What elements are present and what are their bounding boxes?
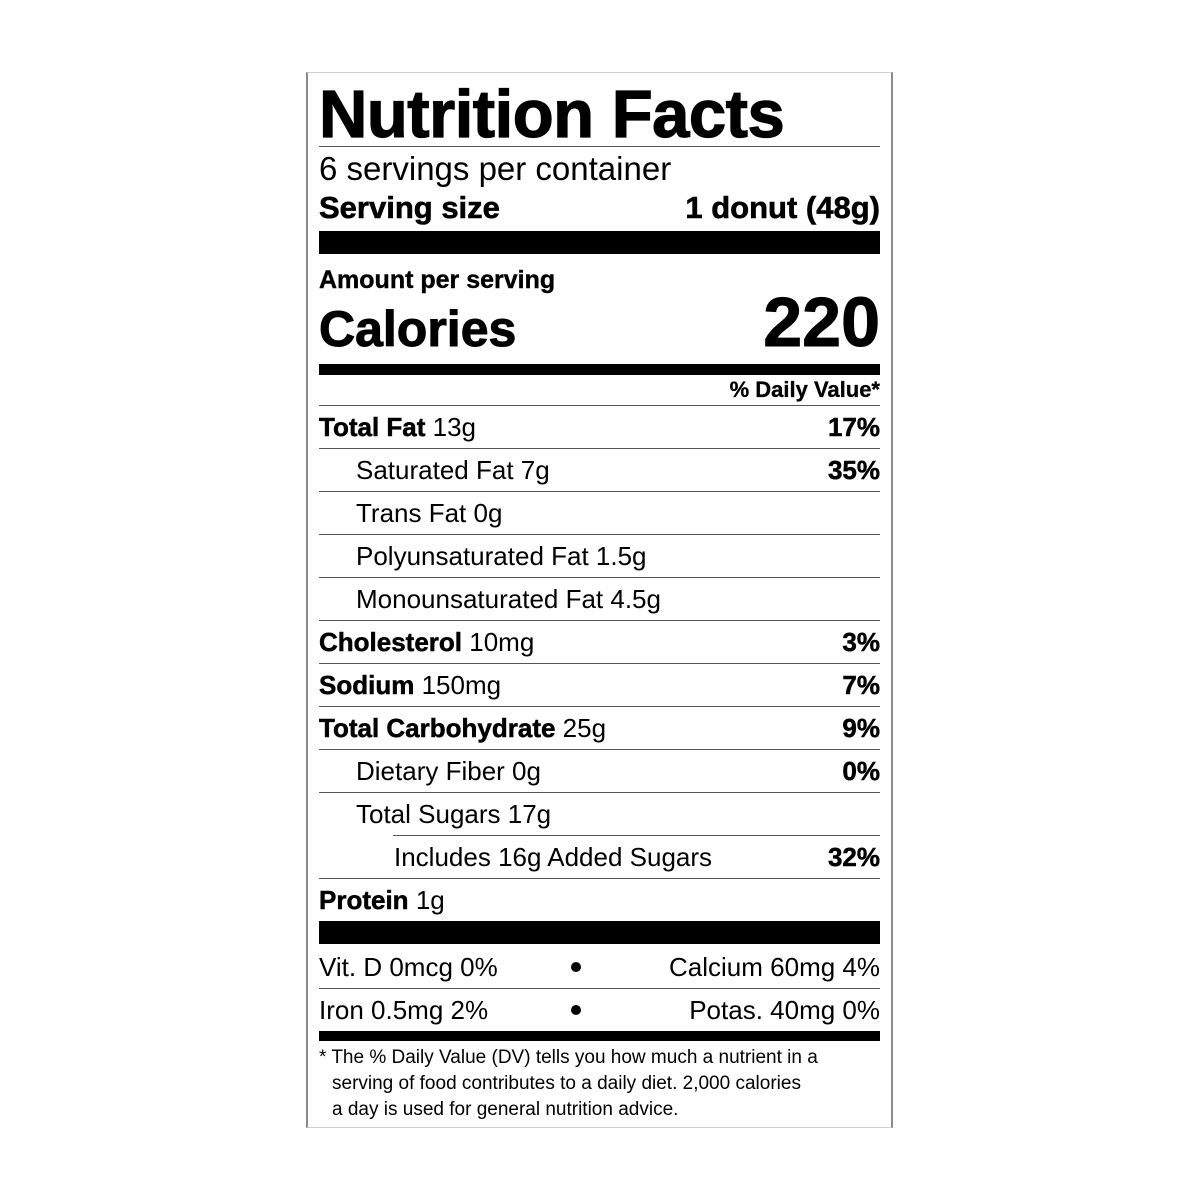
- vitamin-row: Iron 0.5mg 2% Potas. 40mg 0%: [319, 989, 880, 1031]
- nutrient-dv: 35%: [827, 454, 881, 485]
- nutrient-name: Saturated Fat 7g: [356, 454, 550, 485]
- nutrient-row-added-sugars: Includes 16g Added Sugars 32%: [393, 835, 880, 878]
- nutrient-name: Sodium: [319, 669, 415, 700]
- nutrient-row-saturated-fat: Saturated Fat 7g 35%: [319, 448, 880, 491]
- footnote-line: serving of food contributes to a daily d…: [332, 1073, 801, 1094]
- vitamin-row: Vit. D 0mcg 0% Calcium 60mg 4%: [319, 946, 880, 988]
- nutrient-row-total-fat: Total Fat 13g 17%: [319, 405, 880, 448]
- nutrient-amount: 10mg: [469, 626, 535, 657]
- nutrient-row-total-sugars: Total Sugars 17g: [319, 792, 880, 835]
- nutrient-name: Monounsaturated Fat 4.5g: [356, 583, 661, 614]
- nutrient-row-monounsaturated-fat: Monounsaturated Fat 4.5g: [319, 577, 880, 620]
- nutrient-dv: 9%: [842, 712, 880, 743]
- amount-per-serving: Amount per serving: [319, 266, 556, 294]
- nutrient-name: Dietary Fiber 0g: [356, 755, 541, 786]
- nutrient-dv: 7%: [842, 669, 880, 700]
- footnote-line: a day is used for general nutrition advi…: [332, 1099, 679, 1120]
- calories-value: 220: [763, 283, 881, 361]
- nutrient-row-polyunsaturated-fat: Polyunsaturated Fat 1.5g: [319, 534, 880, 577]
- nutrient-amount: 1g: [415, 884, 445, 915]
- medium-divider: [319, 364, 880, 375]
- calories-row: Calories 220: [318, 283, 881, 364]
- calories-label: Calories: [318, 301, 517, 358]
- nutrient-amount: 150mg: [421, 669, 502, 700]
- thick-divider: [319, 921, 880, 944]
- nutrient-name: Cholesterol: [319, 626, 463, 657]
- nutrient-name: Trans Fat 0g: [356, 497, 503, 528]
- nutrient-dv: 3%: [842, 626, 880, 657]
- servings-per-container: 6 servings per container: [319, 150, 672, 187]
- nutrient-dv: 32%: [827, 841, 881, 872]
- nutrient-row-total-carbohydrate: Total Carbohydrate 25g 9%: [319, 706, 880, 749]
- divider: [319, 146, 880, 147]
- nutrient-row-dietary-fiber: Dietary Fiber 0g 0%: [319, 749, 880, 792]
- nutrient-row-trans-fat: Trans Fat 0g: [319, 491, 880, 534]
- nutrient-row-sodium: Sodium 150mg 7%: [319, 663, 880, 706]
- serving-size-value: 1 donut (48g): [685, 190, 880, 226]
- nutrient-amount: 25g: [562, 712, 607, 743]
- divider: [319, 988, 880, 989]
- thick-divider: [319, 231, 880, 254]
- medium-divider: [319, 1031, 880, 1041]
- nutrient-dv: 0%: [842, 755, 880, 786]
- nutrient-name: Protein: [319, 884, 409, 915]
- footnote-line: * The % Daily Value (DV) tells you how m…: [319, 1047, 818, 1068]
- bullet-icon: [571, 1005, 581, 1015]
- nutrient-name: Includes 16g Added Sugars: [394, 841, 713, 872]
- nutrient-amount: 13g: [432, 411, 477, 442]
- nutrient-name: Total Fat: [319, 411, 426, 442]
- daily-value-header: % Daily Value*: [729, 377, 880, 402]
- nutrient-row-protein: Protein 1g: [319, 878, 880, 921]
- bullet-icon: [571, 962, 581, 972]
- nutrient-name: Total Carbohydrate: [319, 712, 556, 743]
- serving-size: Serving size 1 donut (48g): [319, 188, 881, 228]
- nutrient-name: Polyunsaturated Fat 1.5g: [356, 540, 647, 571]
- nutrition-facts-label: Nutrition Facts 6 servings per container…: [306, 72, 893, 1128]
- nutrient-name: Total Sugars 17g: [356, 798, 552, 829]
- nutrient-row-cholesterol: Cholesterol 10mg 3%: [319, 620, 880, 663]
- vitamin-left: Vit. D 0mcg 0%: [319, 951, 498, 982]
- vitamin-right: Potas. 40mg 0%: [689, 994, 880, 1025]
- serving-size-label: Serving size: [319, 190, 501, 226]
- vitamin-right: Calcium 60mg 4%: [669, 951, 880, 982]
- vitamin-left: Iron 0.5mg 2%: [319, 994, 489, 1025]
- footnote: * The % Daily Value (DV) tells you how m…: [319, 1045, 880, 1123]
- nutrient-dv: 17%: [827, 411, 881, 442]
- label-title: Nutrition Facts: [318, 76, 785, 152]
